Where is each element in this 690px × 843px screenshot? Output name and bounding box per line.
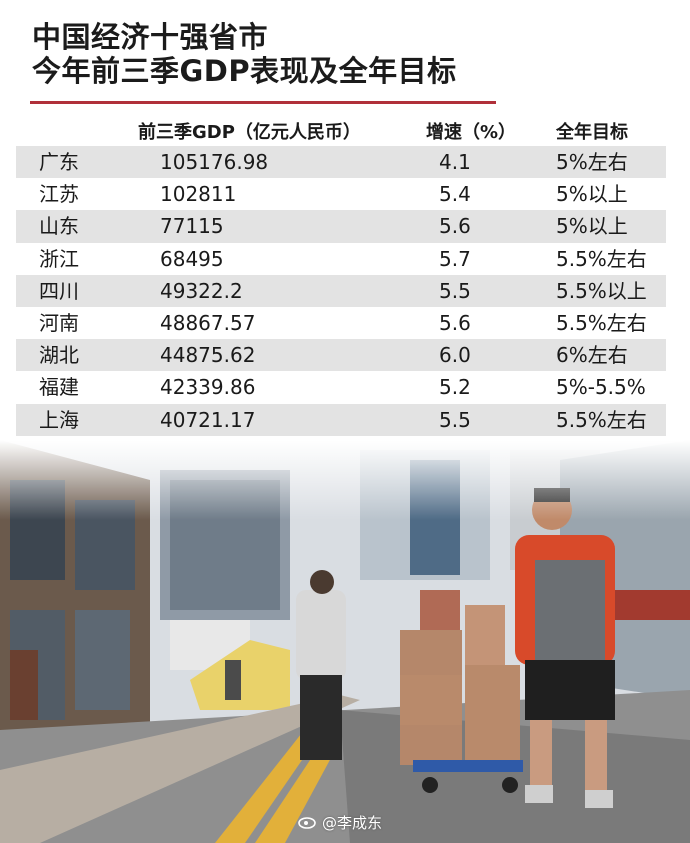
gdp-cell: 42339.86 <box>160 375 256 400</box>
table-body: 广东 105176.98 4.1 5%左右 江苏 102811 5.4 5%以上 山东 77115… <box>16 146 666 468</box>
target-cell: 5.5%以上 <box>556 278 647 303</box>
target-cell: 5%左右 <box>556 150 628 174</box>
gdp-cell: 44875.62 <box>160 343 256 368</box>
growth-cell: 4.1 <box>439 150 471 174</box>
growth-cell: 5.5 <box>439 407 471 432</box>
target-cell: 5%-5.5% <box>556 375 646 400</box>
title-block: 中国经济十强省市 今年前三季GDP表现及全年目标 <box>32 20 457 88</box>
table-row: 山东 77115 5.6 5%以上 <box>16 210 666 243</box>
province-cell: 浙江 <box>39 246 79 271</box>
table-row: 四川 49322.2 5.5 5.5%以上 <box>16 274 666 307</box>
growth-cell: 5.7 <box>439 246 471 271</box>
province-cell: 福建 <box>39 375 79 400</box>
header-gdp: 前三季GDP（亿元人民币） <box>138 122 361 143</box>
target-cell: 5.5%左右 <box>556 407 647 432</box>
gdp-cell: 105176.98 <box>160 150 269 174</box>
street-photo <box>0 440 690 843</box>
gdp-cell: 102811 <box>160 182 237 207</box>
province-cell: 四川 <box>39 278 79 303</box>
growth-cell: 5.6 <box>439 310 471 335</box>
table-header: 前三季GDP（亿元人民币） 增速（%） 全年目标 <box>16 114 666 146</box>
table-row: 河南 48867.57 5.6 5.5%左右 <box>16 307 666 339</box>
photo-top-fade <box>0 440 690 520</box>
province-cell: 山东 <box>39 214 79 239</box>
title-underline <box>30 101 496 104</box>
growth-cell: 5.5 <box>439 278 471 303</box>
province-cell: 湖北 <box>39 343 79 368</box>
province-cell: 上海 <box>39 407 79 432</box>
title-line-2: 今年前三季GDP表现及全年目标 <box>32 54 457 88</box>
table-row: 浙江 68495 5.7 5.5%左右 <box>16 243 666 275</box>
table-row: 湖北 44875.62 6.0 6%左右 <box>16 339 666 372</box>
growth-cell: 5.2 <box>439 375 471 400</box>
province-cell: 河南 <box>39 310 79 335</box>
growth-cell: 5.6 <box>439 214 471 239</box>
weibo-icon <box>298 817 316 829</box>
table-row: 广东 105176.98 4.1 5%左右 <box>16 146 666 179</box>
header-target: 全年目标 <box>556 122 628 143</box>
table-row: 江苏 102811 5.4 5%以上 <box>16 178 666 210</box>
table-row: 福建 42339.86 5.2 5%-5.5% <box>16 371 666 403</box>
gdp-cell: 77115 <box>160 214 224 239</box>
target-cell: 5.5%左右 <box>556 310 647 335</box>
province-cell: 江苏 <box>39 182 79 207</box>
growth-cell: 5.4 <box>439 182 471 207</box>
title-line-1: 中国经济十强省市 <box>32 20 269 54</box>
gdp-cell: 48867.57 <box>160 310 256 335</box>
gdp-cell: 40721.17 <box>160 407 256 432</box>
province-cell: 广东 <box>39 150 79 174</box>
growth-cell: 6.0 <box>439 343 471 368</box>
watermark: @李成东 <box>322 814 383 832</box>
table-row: 上海 40721.17 5.5 5.5%左右 <box>16 403 666 436</box>
target-cell: 5.5%左右 <box>556 246 647 271</box>
target-cell: 6%左右 <box>556 343 628 368</box>
gdp-table: 前三季GDP（亿元人民币） 增速（%） 全年目标 广东 105176.98 4.1 5… <box>16 114 666 468</box>
target-cell: 5%以上 <box>556 214 628 239</box>
gdp-cell: 68495 <box>160 246 224 271</box>
header-growth: 增速（%） <box>426 122 517 143</box>
gdp-cell: 49322.2 <box>160 278 243 303</box>
target-cell: 5%以上 <box>556 182 628 207</box>
